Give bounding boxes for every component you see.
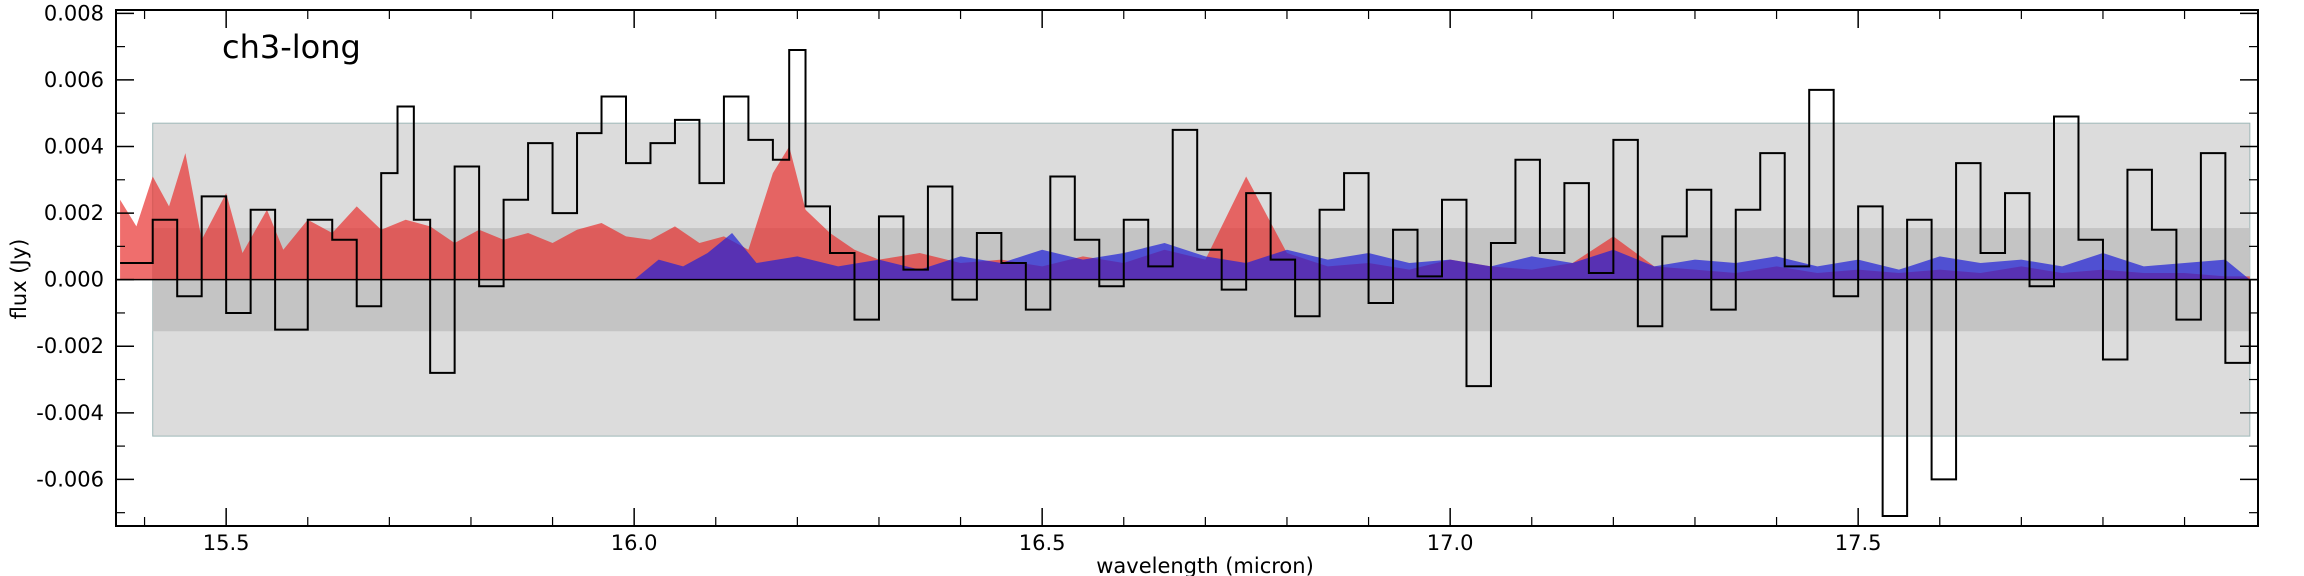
panel-label: ch3-long — [222, 28, 361, 66]
data-series-0 — [120, 48, 2251, 518]
x-axis-title: wavelength (micron) — [1096, 554, 1314, 576]
plot-frame — [115, 9, 2259, 527]
y-tick-label: -0.006 — [36, 467, 104, 491]
x-tick-label: 17.5 — [1835, 531, 1882, 555]
y-tick-label: 0.002 — [44, 201, 104, 225]
axis-ticks: 15.5 16.0 16.5 17.0 17.5 -0.006 -0.004 -0.002 0.… — [36, 1, 2258, 555]
y-tick-label: 0.000 — [44, 268, 104, 292]
y-axis-title: flux (Jy) — [7, 239, 31, 320]
x-tick-label: 17.0 — [1427, 531, 1474, 555]
y-tick-label: -0.004 — [36, 401, 104, 425]
x-tick-label: 15.5 — [203, 531, 250, 555]
y-tick-label: -0.002 — [36, 334, 104, 358]
x-tick-label: 16.5 — [1019, 531, 1066, 555]
y-tick-label: 0.004 — [44, 134, 104, 158]
data-lines — [120, 48, 2251, 518]
model-fill-2 — [634, 233, 2250, 280]
y-tick-label: 0.008 — [44, 1, 104, 25]
model-fills — [120, 146, 2250, 280]
y-tick-label: 0.006 — [44, 68, 104, 92]
model-fill-1 — [120, 146, 2250, 280]
x-tick-label: 16.0 — [611, 531, 658, 555]
